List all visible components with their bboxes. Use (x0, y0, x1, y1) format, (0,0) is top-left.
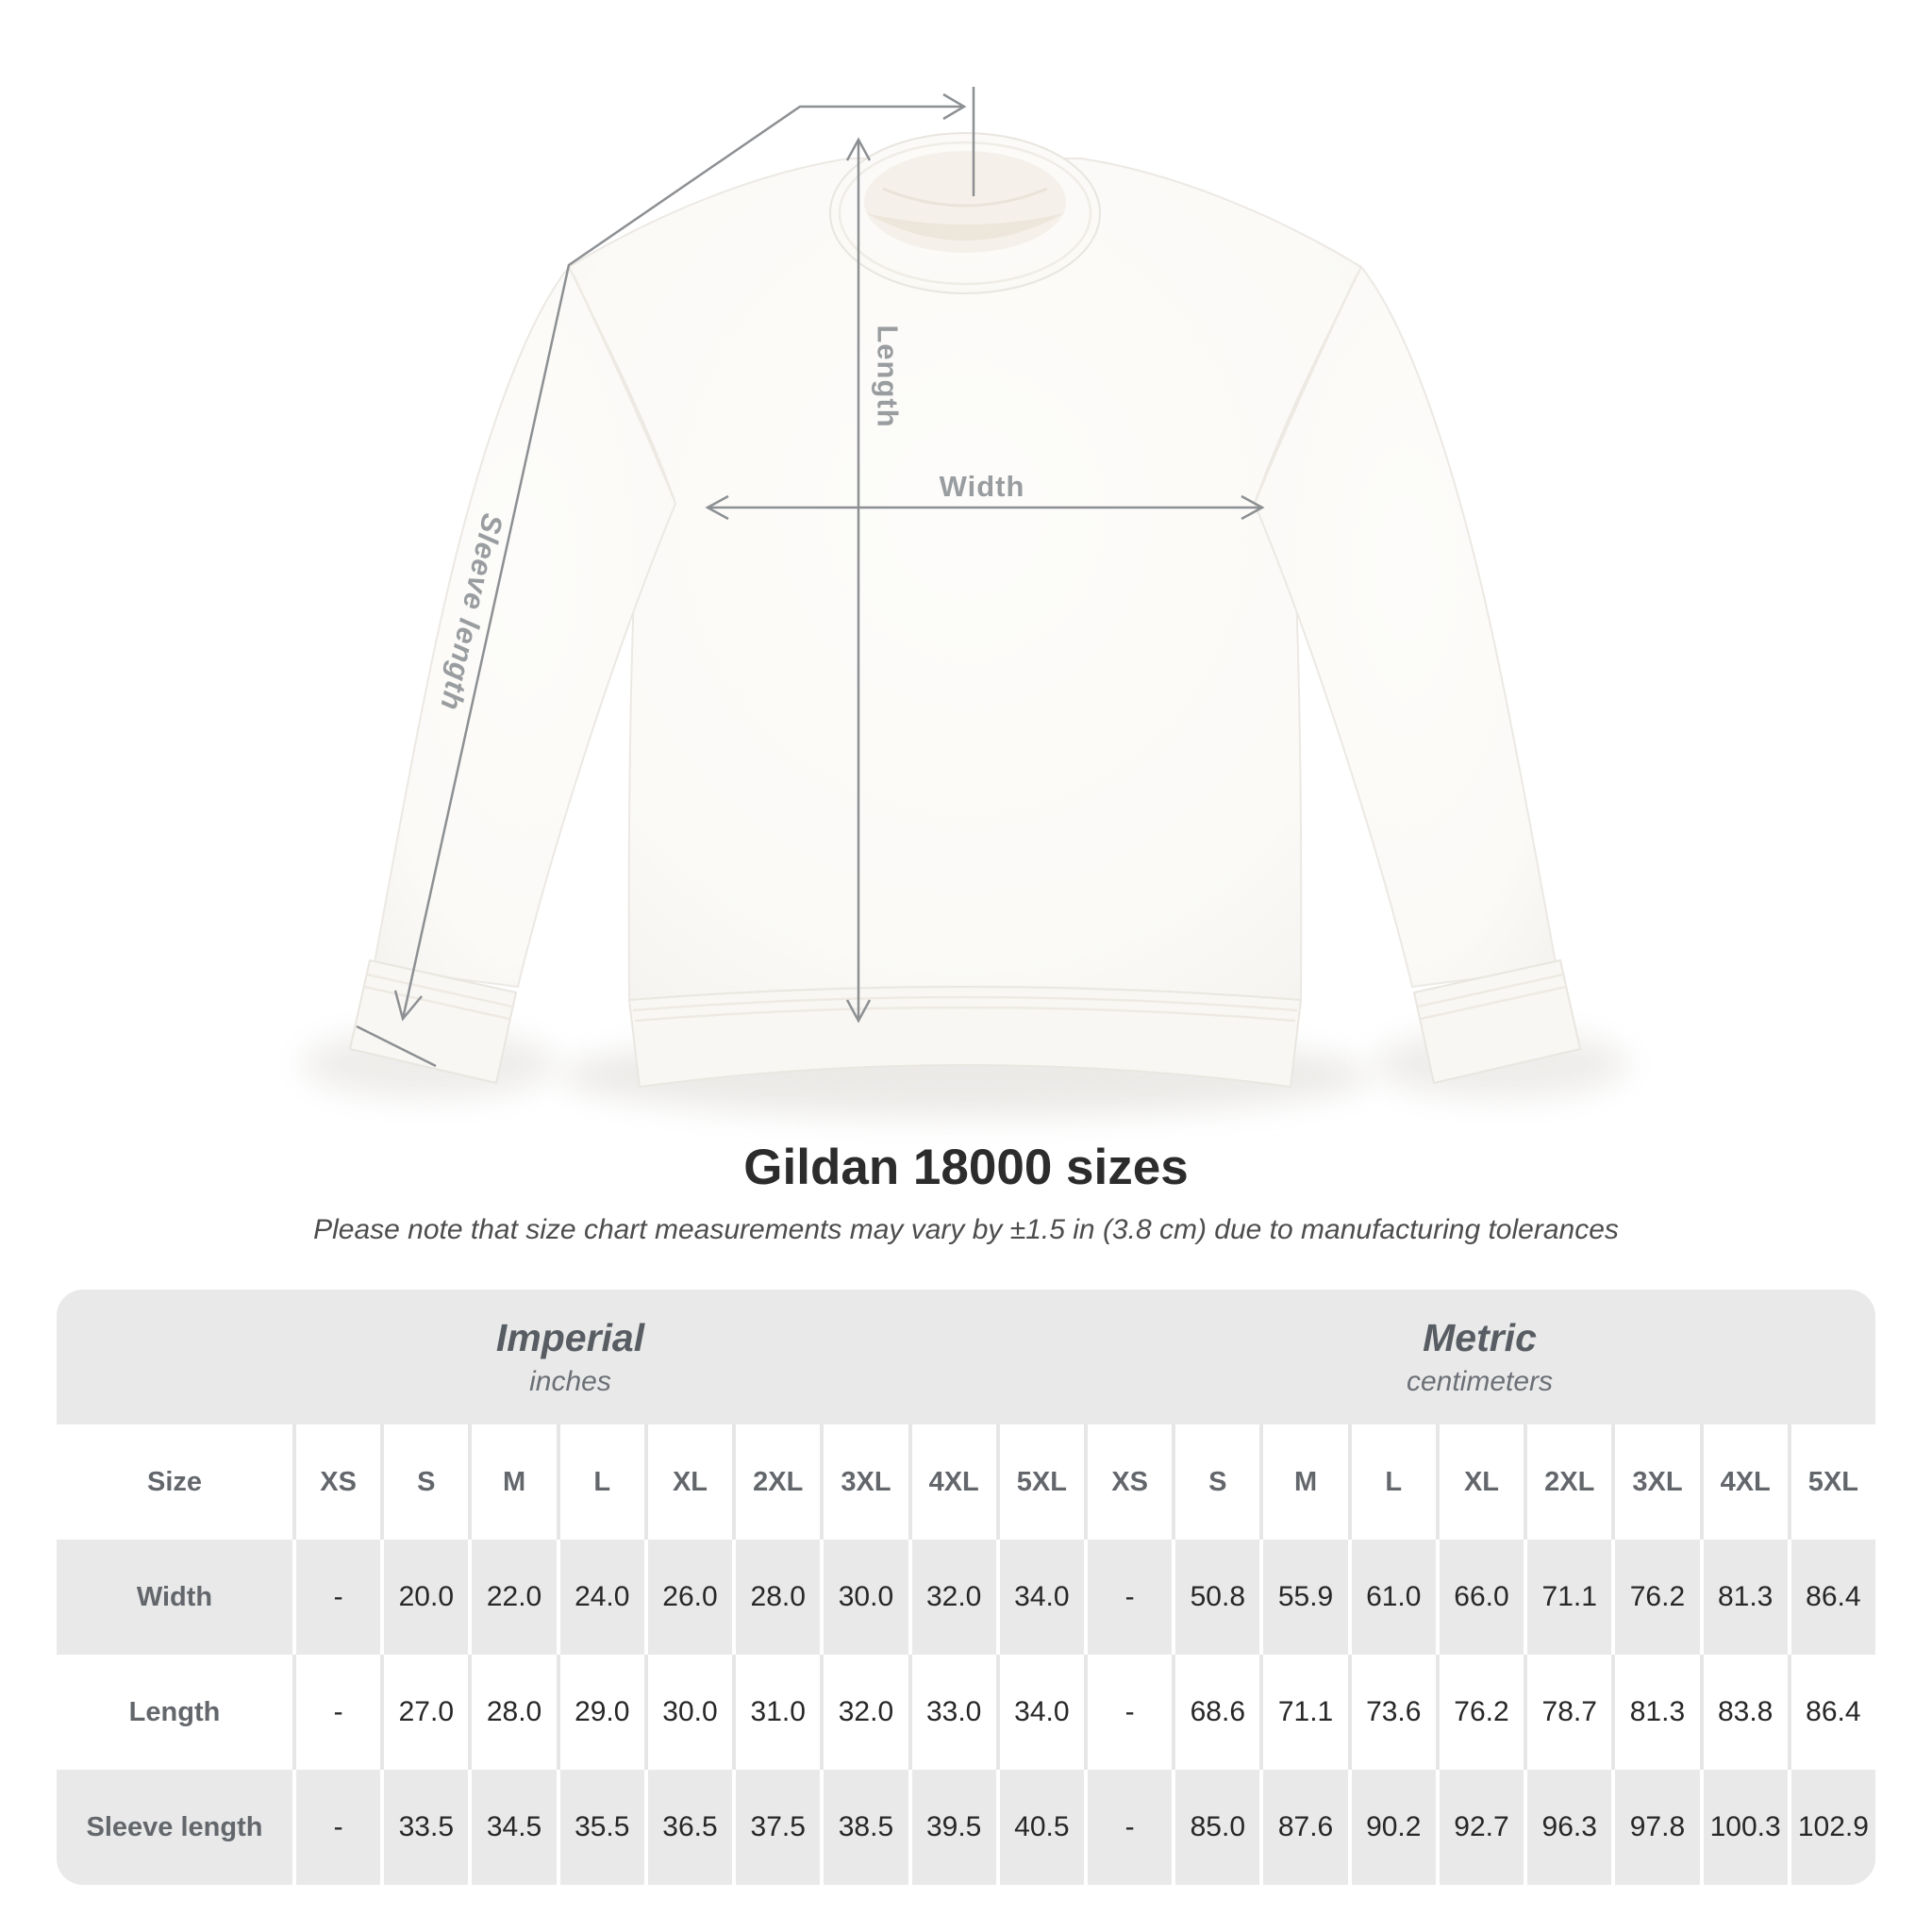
size-header-imperial: 2XL (732, 1424, 821, 1540)
value-cell-imperial: - (292, 1540, 381, 1655)
value-cell-metric: 87.6 (1259, 1770, 1348, 1885)
value-cell-metric: 92.7 (1435, 1770, 1524, 1885)
unit-band: Imperial inches Metric centimeters (57, 1290, 1875, 1424)
value-cell-imperial: 27.0 (380, 1655, 469, 1770)
size-header-metric: 4XL (1699, 1424, 1788, 1540)
value-cell-metric: 50.8 (1172, 1540, 1260, 1655)
value-cell-metric: 61.0 (1347, 1540, 1436, 1655)
value-cell-metric: 68.6 (1172, 1655, 1260, 1770)
metric-label: Metric (1423, 1316, 1537, 1359)
value-cell-imperial: 28.0 (732, 1540, 821, 1655)
width-label: Width (940, 470, 1025, 503)
value-cell-imperial: 32.0 (908, 1540, 996, 1655)
value-cell-metric: 81.3 (1611, 1655, 1700, 1770)
size-header-imperial: XS (292, 1424, 381, 1540)
value-cell-imperial: 32.0 (820, 1655, 908, 1770)
value-cell-metric: 85.0 (1172, 1770, 1260, 1885)
left-cuff (348, 958, 518, 1085)
size-grid: Size XS S M L XL 2XL 3XL 4XL 5XL XS S M L XL 2XL 3XL 4XL 5… (57, 1424, 1875, 1885)
right-sleeve (1253, 265, 1558, 989)
size-header-imperial: 5XL (995, 1424, 1084, 1540)
value-cell-imperial: 24.0 (556, 1540, 644, 1655)
size-header-metric: L (1347, 1424, 1436, 1540)
size-header-imperial: L (556, 1424, 644, 1540)
value-cell-metric: - (1083, 1540, 1173, 1655)
value-cell-imperial: - (292, 1770, 381, 1885)
row-label: Sleeve length (57, 1770, 292, 1885)
value-cell-metric: 71.1 (1259, 1655, 1348, 1770)
value-cell-imperial: 26.0 (643, 1540, 733, 1655)
size-header-metric: M (1259, 1424, 1348, 1540)
value-cell-metric: 71.1 (1524, 1540, 1612, 1655)
value-cell-metric: 83.8 (1699, 1655, 1788, 1770)
page-title: Gildan 18000 sizes (743, 1140, 1189, 1195)
value-cell-imperial: 35.5 (556, 1770, 644, 1885)
imperial-sublabel: inches (529, 1366, 611, 1397)
sweatshirt-diagram: Length Width Sleeve length (302, 87, 1628, 1117)
size-column-header: Size (57, 1424, 292, 1540)
value-cell-metric: 86.4 (1787, 1655, 1875, 1770)
value-cell-imperial: 30.0 (643, 1655, 733, 1770)
tolerance-note: Please note that size chart measurements… (313, 1214, 1619, 1245)
value-cell-imperial: 22.0 (468, 1540, 557, 1655)
value-cell-metric: 86.4 (1787, 1540, 1875, 1655)
size-header-metric: XS (1083, 1424, 1173, 1540)
right-cuff (1412, 958, 1582, 1085)
value-cell-imperial: 34.5 (468, 1770, 557, 1885)
value-cell-metric: 66.0 (1435, 1540, 1524, 1655)
value-cell-imperial: 37.5 (732, 1770, 821, 1885)
row-label: Width (57, 1540, 292, 1655)
value-cell-imperial: 20.0 (380, 1540, 469, 1655)
value-cell-metric: 100.3 (1699, 1770, 1788, 1885)
value-cell-imperial: 33.5 (380, 1770, 469, 1885)
value-cell-metric: 73.6 (1347, 1655, 1436, 1770)
sweatshirt-body (567, 158, 1363, 1089)
value-cell-imperial: 38.5 (820, 1770, 908, 1885)
value-cell-imperial: 34.0 (995, 1655, 1084, 1770)
value-cell-metric: 97.8 (1611, 1770, 1700, 1885)
value-cell-metric: - (1083, 1655, 1173, 1770)
value-cell-imperial: 33.0 (908, 1655, 996, 1770)
sleeve-length-line (401, 105, 964, 1020)
value-cell-metric: 81.3 (1699, 1540, 1788, 1655)
value-cell-imperial: 36.5 (643, 1770, 733, 1885)
collar (829, 132, 1101, 294)
size-header-imperial: XL (643, 1424, 733, 1540)
value-cell-imperial: 40.5 (995, 1770, 1084, 1885)
value-cell-metric: - (1083, 1770, 1173, 1885)
value-cell-metric: 90.2 (1347, 1770, 1436, 1885)
size-header-metric: XL (1435, 1424, 1524, 1540)
value-cell-imperial: 34.0 (995, 1540, 1084, 1655)
value-cell-imperial: 28.0 (468, 1655, 557, 1770)
size-header-metric: 5XL (1787, 1424, 1875, 1540)
size-header-metric: 2XL (1524, 1424, 1612, 1540)
value-cell-metric: 96.3 (1524, 1770, 1612, 1885)
value-cell-metric: 55.9 (1259, 1540, 1348, 1655)
size-header-imperial: S (380, 1424, 469, 1540)
metric-header: Metric centimeters (1084, 1290, 1875, 1424)
size-header-imperial: 3XL (820, 1424, 908, 1540)
value-cell-imperial: 31.0 (732, 1655, 821, 1770)
value-cell-metric: 76.2 (1435, 1655, 1524, 1770)
value-cell-metric: 102.9 (1787, 1770, 1875, 1885)
size-table: Imperial inches Metric centimeters Size X… (57, 1290, 1875, 1885)
imperial-header: Imperial inches (57, 1290, 1084, 1424)
row-label: Length (57, 1655, 292, 1770)
imperial-label: Imperial (495, 1316, 645, 1359)
value-cell-metric: 78.7 (1524, 1655, 1612, 1770)
value-cell-imperial: 30.0 (820, 1540, 908, 1655)
value-cell-imperial: 39.5 (908, 1770, 996, 1885)
cuff-tick (356, 1024, 437, 1068)
size-header-imperial: M (468, 1424, 557, 1540)
size-header-imperial: 4XL (908, 1424, 996, 1540)
value-cell-imperial: - (292, 1655, 381, 1770)
size-header-metric: S (1172, 1424, 1260, 1540)
metric-sublabel: centimeters (1406, 1366, 1554, 1397)
size-header-metric: 3XL (1611, 1424, 1700, 1540)
value-cell-metric: 76.2 (1611, 1540, 1700, 1655)
length-label: Length (872, 325, 905, 427)
value-cell-imperial: 29.0 (556, 1655, 644, 1770)
